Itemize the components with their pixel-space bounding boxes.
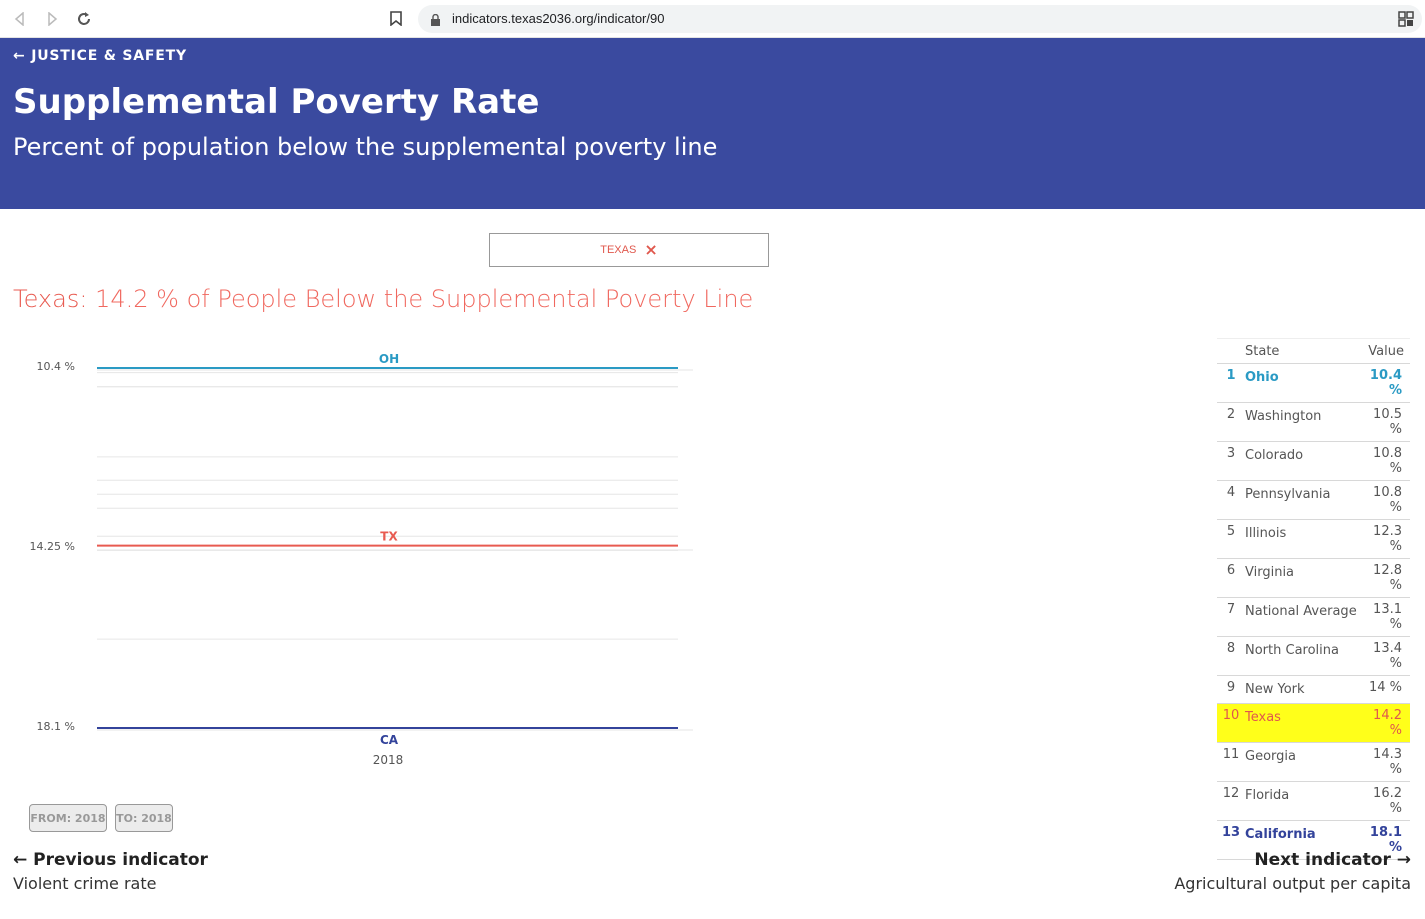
rank-number: 8 — [1226, 641, 1236, 656]
indicator-header: ← JUSTICE & SAFETY Supplemental Poverty … — [0, 38, 1425, 209]
lock-icon — [430, 12, 441, 31]
page-subtitle: Percent of population below the suppleme… — [13, 133, 718, 161]
y-tick-label: 14.25 % — [30, 540, 75, 553]
ranking-table: State Value 1 Ohio 10.4 % 2 Washington 10.5 %… — [1217, 338, 1410, 860]
rank-value: 13.1 % — [1373, 602, 1402, 632]
rank-state[interactable]: Georgia — [1245, 749, 1296, 764]
rank-state[interactable]: Pennsylvania — [1245, 487, 1331, 502]
header-value[interactable]: Value — [1368, 343, 1404, 359]
rank-number: 7 — [1226, 602, 1236, 617]
rank-value: 14.2 % — [1373, 708, 1402, 738]
rank-state[interactable]: Ohio — [1245, 370, 1279, 385]
rank-number: 13 — [1221, 825, 1241, 840]
rank-number: 2 — [1226, 407, 1236, 422]
rank-number: 9 — [1226, 680, 1236, 695]
rank-state[interactable]: New York — [1245, 682, 1305, 697]
table-row[interactable]: 9 New York 14 % — [1217, 676, 1410, 704]
rank-value: 12.8 % — [1373, 563, 1402, 593]
rank-state[interactable]: North Carolina — [1245, 643, 1339, 658]
rank-number: 10 — [1222, 708, 1240, 723]
to-year-button[interactable]: TO: 2018 — [115, 804, 173, 832]
rank-value: 10.8 % — [1373, 446, 1402, 476]
table-row[interactable]: 3 Colorado 10.8 % — [1217, 442, 1410, 481]
x-tick-label: 2018 — [373, 753, 404, 767]
rank-state[interactable]: California — [1245, 827, 1316, 842]
line-chart: 10.4 % 14.25 % 18.1 % OH TX CA 2018 — [30, 352, 693, 767]
rank-number: 1 — [1226, 368, 1236, 383]
rank-state[interactable]: Washington — [1245, 409, 1322, 424]
rank-value: 14 % — [1368, 680, 1402, 695]
rank-state[interactable]: Illinois — [1245, 526, 1287, 541]
url-text[interactable]: indicators.texas2036.org/indicator/90 — [452, 11, 665, 26]
header-state[interactable]: State — [1245, 343, 1280, 359]
ranking-table-header: State Value — [1217, 338, 1410, 364]
next-indicator-link[interactable]: Agricultural output per capita — [1174, 874, 1411, 893]
table-row[interactable]: 12 Florida 16.2 % — [1217, 782, 1410, 821]
indicator-headline: Texas: 14.2 % of People Below the Supple… — [13, 285, 753, 313]
rank-number: 5 — [1226, 524, 1236, 539]
rank-value: 10.5 % — [1373, 407, 1402, 437]
rank-value: 10.4 % — [1369, 368, 1402, 398]
table-row[interactable]: 11 Georgia 14.3 % — [1217, 743, 1410, 782]
y-tick-label: 10.4 % — [37, 360, 75, 373]
table-row[interactable]: 1 Ohio 10.4 % — [1217, 364, 1410, 403]
table-row[interactable]: 5 Illinois 12.3 % — [1217, 520, 1410, 559]
table-row[interactable]: 7 National Average 13.1 % — [1217, 598, 1410, 637]
browser-toolbar: indicators.texas2036.org/indicator/90 — [0, 0, 1425, 38]
rank-value: 12.3 % — [1373, 524, 1402, 554]
next-indicator-label[interactable]: Next indicator → — [1254, 850, 1411, 870]
rank-number: 3 — [1226, 446, 1236, 461]
rank-state[interactable]: National Average — [1245, 604, 1357, 619]
close-icon[interactable]: × — [644, 240, 658, 259]
category-back-link[interactable]: ← JUSTICE & SAFETY — [13, 48, 187, 64]
bookmark-icon[interactable] — [390, 11, 402, 30]
rank-number: 6 — [1226, 563, 1236, 578]
series-label-ca: CA — [380, 733, 399, 747]
rank-state[interactable]: Texas — [1245, 710, 1281, 725]
table-row[interactable]: 4 Pennsylvania 10.8 % — [1217, 481, 1410, 520]
rank-number: 4 — [1226, 485, 1236, 500]
rank-number: 12 — [1222, 786, 1240, 801]
previous-indicator-link[interactable]: Violent crime rate — [13, 874, 157, 893]
rank-state[interactable]: Colorado — [1245, 448, 1304, 463]
rank-value: 18.1 % — [1369, 825, 1402, 855]
forward-icon[interactable] — [41, 8, 63, 30]
table-row[interactable]: 8 North Carolina 13.4 % — [1217, 637, 1410, 676]
headline-state: Texas: — [13, 285, 88, 313]
series-label-oh: OH — [379, 352, 399, 366]
y-tick-label: 18.1 % — [37, 720, 75, 733]
reload-icon[interactable] — [73, 8, 95, 30]
rank-state[interactable]: Florida — [1245, 788, 1290, 803]
rank-number: 11 — [1222, 747, 1240, 762]
table-row[interactable]: 6 Virginia 12.8 % — [1217, 559, 1410, 598]
rank-value: 14.3 % — [1373, 747, 1402, 777]
series-label-tx: TX — [380, 530, 398, 544]
state-filter-chip[interactable]: TEXAS × — [489, 233, 769, 267]
table-row[interactable]: 10 Texas 14.2 % — [1217, 704, 1410, 743]
table-row[interactable]: 13 California 18.1 % — [1217, 821, 1410, 860]
table-row[interactable]: 2 Washington 10.5 % — [1217, 403, 1410, 442]
from-year-button[interactable]: FROM: 2018 — [29, 804, 107, 832]
rank-value: 10.8 % — [1373, 485, 1402, 515]
rank-value: 16.2 % — [1373, 786, 1402, 816]
rank-value: 13.4 % — [1373, 641, 1402, 671]
previous-indicator-label[interactable]: ← Previous indicator — [13, 850, 208, 870]
back-icon[interactable] — [9, 8, 31, 30]
rank-state[interactable]: Virginia — [1245, 565, 1295, 580]
extension-icon[interactable] — [1398, 11, 1414, 31]
address-bar[interactable] — [418, 5, 1422, 33]
headline-text: 14.2 % of People Below the Supplemental … — [87, 285, 754, 313]
page-title: Supplemental Poverty Rate — [13, 82, 540, 122]
filter-label: TEXAS — [600, 244, 637, 256]
